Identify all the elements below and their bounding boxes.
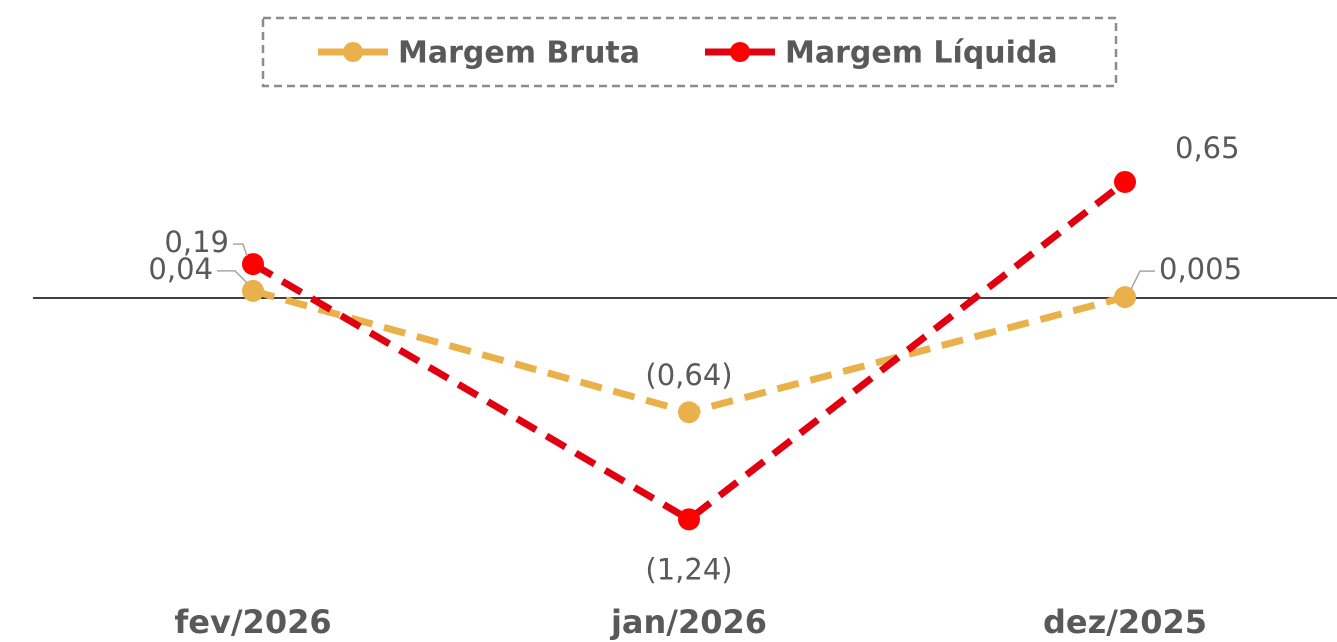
legend-label: Margem Líquida — [785, 36, 1058, 71]
x-tick-label: jan/2026 — [609, 603, 767, 641]
data-point — [678, 401, 700, 424]
data-point — [678, 508, 700, 531]
leader-line — [1130, 270, 1155, 290]
legend-label: Margem Bruta — [398, 36, 640, 71]
legend-marker — [343, 42, 363, 62]
data-label: (0,64) — [645, 358, 732, 392]
data-point — [1114, 286, 1136, 309]
data-label: 0,65 — [1175, 131, 1240, 165]
series-line — [252, 287, 1126, 416]
data-label: 0,005 — [1159, 252, 1242, 286]
leader-line — [233, 243, 248, 257]
legend-marker — [730, 42, 750, 62]
leader-line — [217, 270, 248, 284]
series-line — [251, 179, 1128, 524]
legend-box — [261, 16, 1118, 88]
x-tick-label: dez/2025 — [1043, 603, 1207, 641]
data-label: 0,19 — [164, 225, 229, 259]
data-point — [242, 253, 264, 276]
data-point — [242, 279, 264, 302]
data-label: (1,24) — [645, 552, 732, 586]
data-point — [1114, 170, 1136, 193]
x-tick-label: fev/2026 — [174, 603, 331, 641]
data-label: 0,04 — [148, 252, 213, 286]
